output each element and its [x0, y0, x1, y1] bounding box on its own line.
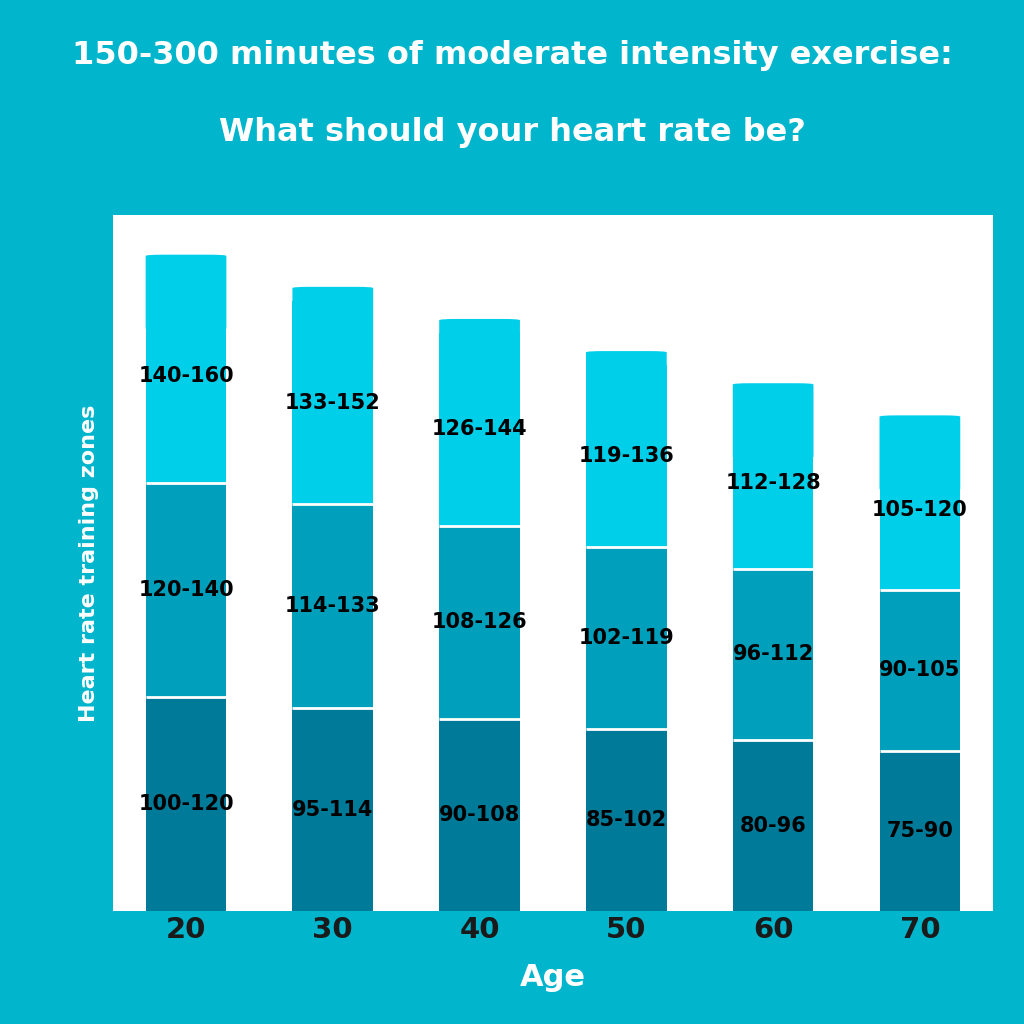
Text: 80-96: 80-96 [739, 816, 807, 836]
FancyBboxPatch shape [733, 383, 813, 458]
Text: 102-119: 102-119 [579, 628, 674, 648]
Text: 120-140: 120-140 [138, 580, 233, 600]
Text: 133-152: 133-152 [285, 392, 381, 413]
Bar [733, 568, 813, 740]
FancyBboxPatch shape [586, 351, 667, 426]
Bar [293, 504, 373, 708]
Bar [586, 365, 667, 547]
FancyBboxPatch shape [880, 416, 961, 490]
Text: 95-114: 95-114 [292, 800, 374, 819]
Text: Age: Age [520, 964, 586, 992]
Bar [733, 397, 813, 568]
FancyBboxPatch shape [439, 318, 520, 394]
Text: 105-120: 105-120 [872, 500, 968, 519]
Bar [145, 697, 226, 911]
Bar [733, 740, 813, 911]
Bar [145, 268, 226, 483]
Bar [586, 729, 667, 911]
Text: 90-105: 90-105 [880, 660, 961, 680]
FancyBboxPatch shape [293, 287, 373, 361]
Text: 90-108: 90-108 [439, 805, 520, 825]
Text: 114-133: 114-133 [285, 596, 381, 616]
Bar [293, 301, 373, 504]
Bar [293, 708, 373, 911]
Bar [880, 751, 961, 911]
Bar [439, 525, 520, 719]
Text: 108-126: 108-126 [432, 612, 527, 632]
Bar [880, 429, 961, 590]
Text: 126-144: 126-144 [432, 419, 527, 439]
Text: 140-160: 140-160 [138, 366, 233, 386]
Text: 150-300 minutes of moderate intensity exercise:: 150-300 minutes of moderate intensity ex… [72, 40, 952, 71]
Bar [439, 719, 520, 911]
Bar [439, 333, 520, 525]
Text: 75-90: 75-90 [887, 821, 953, 841]
Bar [145, 483, 226, 697]
Text: 112-128: 112-128 [725, 473, 821, 493]
Bar [586, 547, 667, 729]
Text: 96-112: 96-112 [732, 644, 814, 665]
Text: What should your heart rate be?: What should your heart rate be? [218, 117, 806, 148]
Text: 100-120: 100-120 [138, 795, 233, 814]
Text: 85-102: 85-102 [586, 810, 667, 830]
Bar [880, 590, 961, 751]
FancyBboxPatch shape [145, 255, 226, 330]
Y-axis label: Heart rate training zones: Heart rate training zones [79, 404, 98, 722]
Text: 119-136: 119-136 [579, 446, 674, 466]
